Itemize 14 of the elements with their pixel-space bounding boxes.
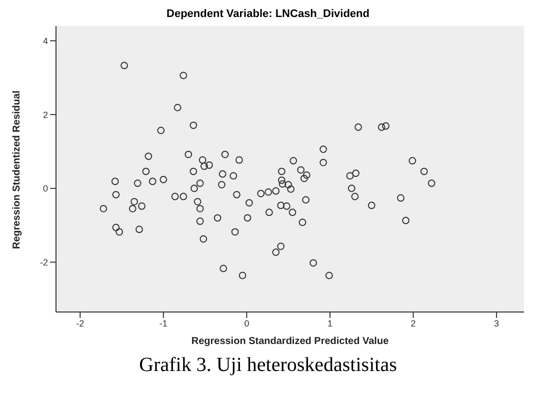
x-tick-label: -1 [159,318,168,328]
y-axis-title: Regression Studentized Residual [12,90,23,249]
y-tick-label: 2 [42,110,48,120]
text: Grafik 3. Uji heteroskedastisitas [138,354,398,377]
y-tick-label: 0 [42,184,48,194]
x-axis-title: Regression Standardized Predicted Value [191,336,390,347]
y-tick-label: 4 [42,36,48,46]
x-tick-label: -2 [76,318,84,328]
x-tick-label: 3 [494,318,500,328]
x-tick-label: 1 [327,318,332,328]
x-tick-label: 0 [244,318,250,328]
chart-title: Dependent Variable: LNCash_Dividend [166,8,370,20]
y-tick-label: -2 [40,257,48,268]
x-tick-label: 2 [410,318,416,328]
